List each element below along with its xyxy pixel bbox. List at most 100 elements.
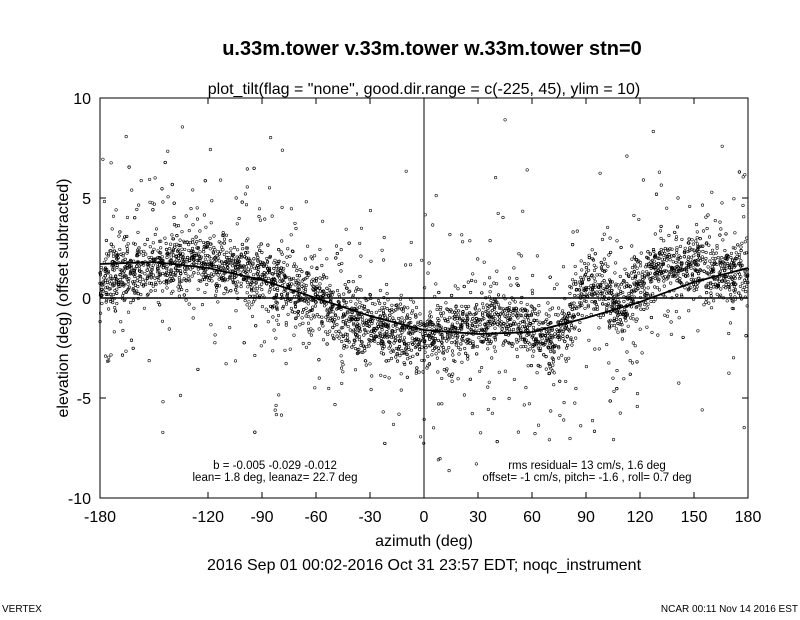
scatter-point: [644, 263, 649, 267]
scatter-point: [189, 207, 193, 211]
scatter-point: [446, 327, 450, 331]
scatter-point: [410, 336, 414, 340]
scatter-point: [625, 284, 629, 288]
scatter-point: [242, 341, 246, 345]
scatter-point: [326, 294, 330, 298]
scatter-point: [109, 353, 113, 357]
scatter-point: [387, 334, 391, 338]
scatter-point: [519, 301, 523, 305]
scatter-point: [165, 286, 169, 290]
scatter-point: [176, 256, 181, 260]
scatter-point: [178, 393, 183, 398]
scatter-point: [388, 313, 392, 317]
scatter-point: [550, 334, 554, 338]
scatter-point: [737, 272, 742, 276]
scatter-point: [337, 336, 341, 340]
scatter-point: [359, 340, 364, 344]
scatter-point: [159, 246, 163, 250]
scatter-point: [469, 290, 473, 295]
scatter-point: [350, 345, 354, 349]
scatter-point: [289, 306, 293, 310]
scatter-point: [491, 318, 495, 322]
scatter-point: [550, 347, 554, 351]
scatter-point: [339, 248, 343, 252]
scatter-point: [216, 300, 220, 304]
scatter-point: [111, 254, 116, 258]
scatter-point: [743, 270, 747, 274]
scatter-point: [468, 341, 472, 346]
scatter-point: [104, 300, 108, 304]
scatter-point: [236, 248, 240, 252]
scatter-point: [460, 304, 464, 308]
scatter-point: [219, 178, 223, 182]
scatter-point: [428, 310, 432, 314]
scatter-point: [505, 311, 509, 315]
scatter-point: [346, 336, 350, 340]
scatter-point: [425, 319, 429, 323]
scatter-point: [566, 343, 570, 347]
scatter-point: [428, 334, 432, 338]
scatter-point: [656, 268, 660, 272]
x-tick-label: 0: [420, 509, 429, 526]
scatter-point: [592, 429, 597, 433]
scatter-point: [357, 326, 361, 330]
scatter-point: [200, 273, 204, 277]
scatter-point: [437, 346, 441, 350]
scatter-point: [389, 350, 393, 354]
scatter-point: [475, 352, 479, 356]
scatter-point: [534, 337, 538, 341]
scatter-point: [364, 331, 368, 335]
scatter-point: [256, 259, 260, 263]
scatter-point: [472, 345, 476, 349]
scatter-point: [731, 356, 736, 360]
scatter-point: [473, 325, 477, 329]
scatter-point: [351, 293, 355, 297]
scatter-point: [652, 249, 656, 253]
scatter-point: [560, 353, 564, 357]
scatter-point: [489, 298, 493, 303]
scatter-point: [169, 271, 173, 275]
scatter-point: [696, 276, 700, 280]
scatter-point: [402, 336, 407, 340]
scatter-point: [354, 314, 358, 318]
scatter-point: [353, 339, 357, 343]
scatter-point: [159, 239, 163, 243]
scatter-point: [687, 309, 691, 313]
scatter-point: [706, 282, 710, 286]
scatter-point: [599, 265, 603, 269]
scatter-point: [668, 258, 672, 262]
scatter-point: [213, 259, 217, 263]
scatter-point: [577, 328, 581, 332]
scatter-point: [538, 346, 542, 350]
scatter-point: [280, 148, 284, 152]
scatter-point: [231, 264, 235, 268]
scatter-point: [325, 309, 329, 313]
scatter-point: [184, 298, 188, 302]
scatter-point: [231, 281, 235, 285]
scatter-point: [723, 249, 727, 253]
scatter-point: [191, 316, 195, 320]
scatter-point: [513, 300, 517, 304]
scatter-point: [365, 345, 369, 349]
scatter-point: [620, 337, 624, 341]
scatter-point: [217, 252, 222, 256]
scatter-point: [269, 136, 273, 140]
scatter-point: [228, 239, 232, 243]
scatter-point: [633, 270, 637, 274]
scatter-point: [337, 329, 341, 333]
scatter-point: [517, 326, 521, 330]
scatter-point: [715, 246, 719, 250]
scatter-point: [340, 315, 345, 319]
scatter-point: [145, 268, 149, 272]
scatter-point: [493, 326, 497, 330]
scatter-point: [276, 322, 280, 326]
scatter-point: [680, 237, 684, 241]
scatter-point: [618, 274, 622, 279]
scatter-point: [633, 265, 637, 269]
scatter-point: [585, 270, 589, 274]
scatter-point: [192, 261, 196, 265]
scatter-point: [490, 356, 494, 360]
scatter-point: [715, 292, 719, 296]
scatter-point: [625, 312, 629, 316]
scatter-point: [331, 310, 335, 314]
